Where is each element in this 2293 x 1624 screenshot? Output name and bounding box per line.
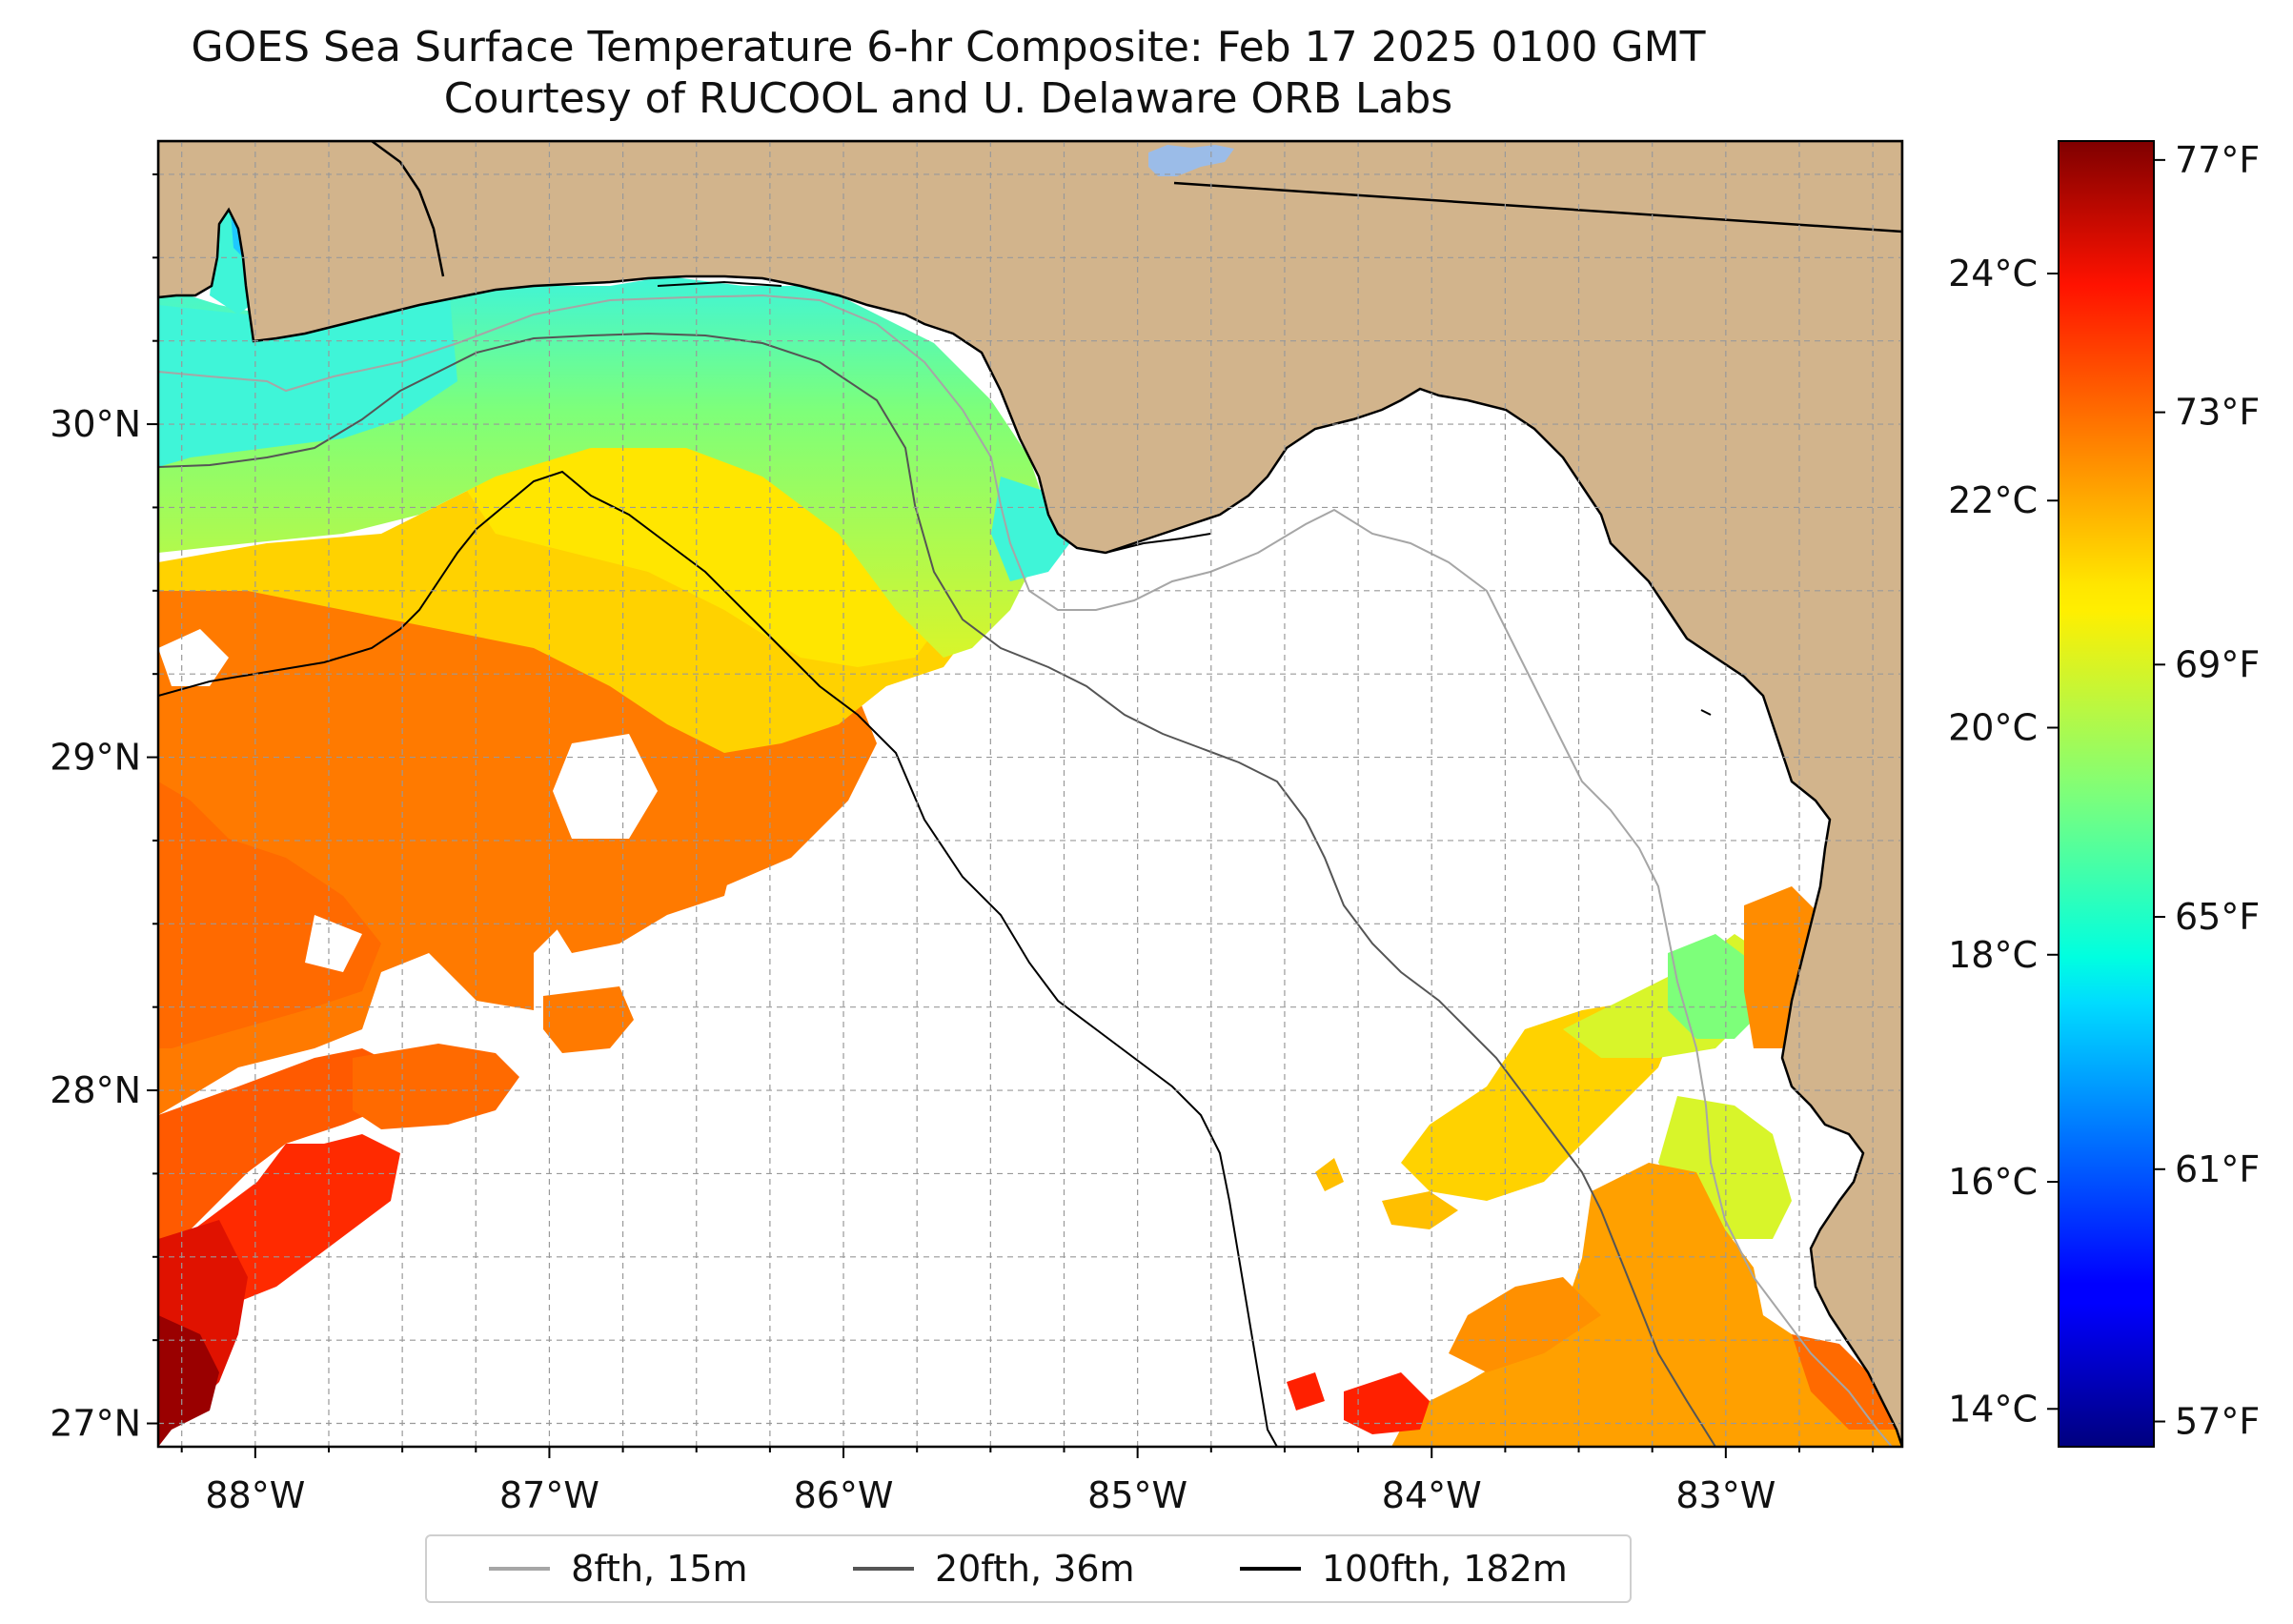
chart-title: GOES Sea Surface Temperature 6-hr Compos… xyxy=(191,23,1706,71)
legend-item-20fth: 20fth, 36m xyxy=(852,1548,1135,1590)
map-tick-labels: 88°W 87°W 86°W 85°W 84°W 83°W 30°N 29°N 28°N 27°N xyxy=(50,403,1776,1516)
legend-label: 20fth, 36m xyxy=(934,1548,1135,1590)
isobath-legend: 8fth, 15m 20fth, 36m 100fth, 182m xyxy=(425,1534,1632,1603)
f-tick-label: 65°F xyxy=(2175,896,2260,938)
legend-swatch-100fth xyxy=(1239,1567,1301,1571)
lon-tick-label: 83°W xyxy=(1675,1474,1776,1516)
c-tick-label: 22°C xyxy=(1948,479,2038,521)
state-boundaries xyxy=(371,141,1902,277)
coastline-details xyxy=(657,280,1712,716)
lon-tick-label: 88°W xyxy=(205,1474,305,1516)
lon-tick-label: 87°W xyxy=(499,1474,599,1516)
c-tick-label: 18°C xyxy=(1948,934,2038,976)
lake xyxy=(1148,145,1234,176)
c-tick-label: 24°C xyxy=(1948,253,2038,294)
f-tick-label: 61°F xyxy=(2175,1148,2260,1190)
lat-tick-label: 28°N xyxy=(50,1069,141,1111)
lat-tick-label: 29°N xyxy=(50,737,141,779)
lon-tick-label: 85°W xyxy=(1087,1474,1187,1516)
map-frame xyxy=(156,139,1904,1449)
legend-label: 8fth, 15m xyxy=(571,1548,748,1590)
sst-data-layer xyxy=(158,176,1902,1447)
legend-item-100fth: 100fth, 182m xyxy=(1239,1548,1568,1590)
f-tick-label: 69°F xyxy=(2175,643,2260,685)
chart-subtitle: Courtesy of RUCOOL and U. Delaware ORB L… xyxy=(443,74,1453,123)
isobath-20fth xyxy=(158,332,1716,1447)
c-tick-label: 16°C xyxy=(1948,1161,2038,1203)
legend-item-8fth: 8fth, 15m xyxy=(489,1548,748,1590)
legend-swatch-20fth xyxy=(852,1567,914,1571)
lat-tick-label: 30°N xyxy=(50,403,141,445)
legend-label: 100fth, 182m xyxy=(1321,1548,1568,1590)
c-tick-label: 20°C xyxy=(1948,707,2038,749)
lon-tick-label: 86°W xyxy=(794,1474,894,1516)
legend-swatch-8fth xyxy=(489,1567,551,1571)
lat-tick-label: 27°N xyxy=(50,1403,141,1445)
colorbar-ticks xyxy=(2047,158,2165,1423)
c-tick-label: 14°C xyxy=(1948,1388,2038,1430)
lon-tick-label: 84°W xyxy=(1382,1474,1482,1516)
map-gridlines xyxy=(158,141,1902,1447)
f-tick-label: 77°F xyxy=(2175,139,2260,181)
isobath-100fth xyxy=(158,470,1278,1447)
isobath-8fth xyxy=(158,294,1893,1447)
map-ticks xyxy=(147,173,1875,1458)
colorbar xyxy=(2058,140,2155,1448)
f-tick-label: 57°F xyxy=(2175,1401,2260,1443)
colorbar-tick-labels: 77°F 73°F 69°F 65°F 61°F 57°F 24°C 22°C 20°C 18°C… xyxy=(1948,139,2260,1443)
f-tick-label: 73°F xyxy=(2175,392,2260,434)
